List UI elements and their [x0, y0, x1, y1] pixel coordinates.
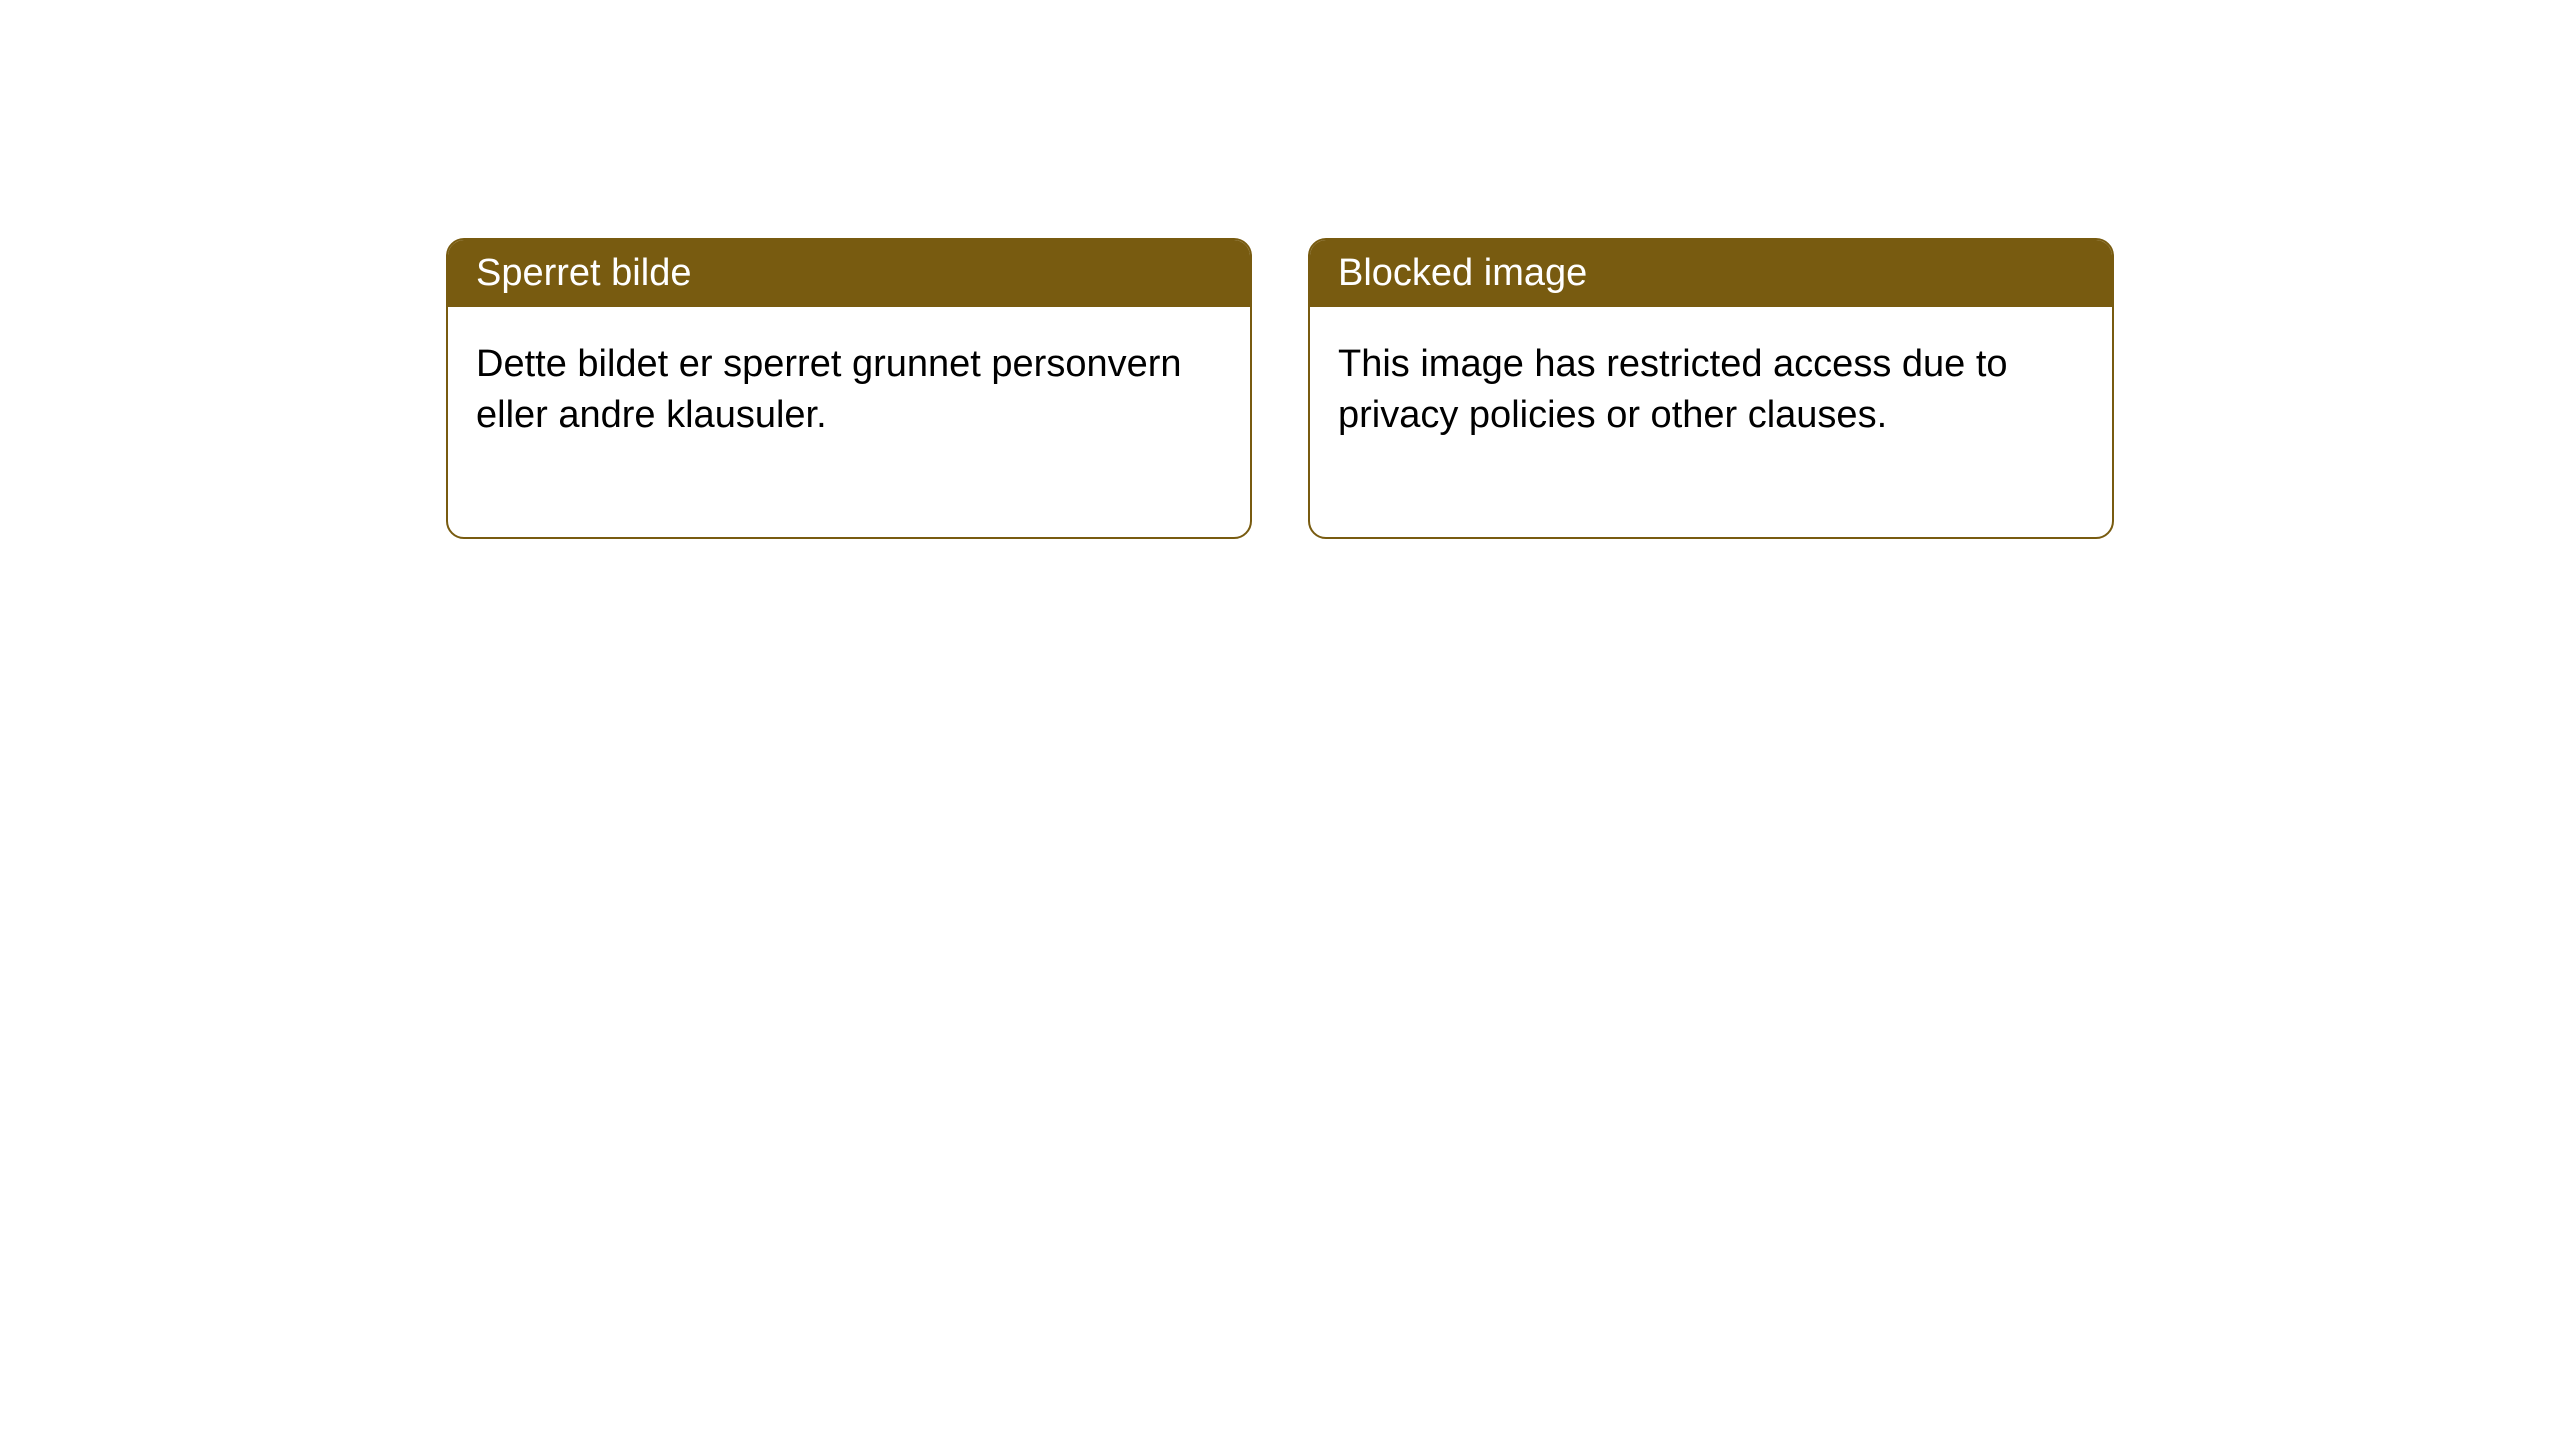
card-body: This image has restricted access due to … — [1310, 307, 2112, 537]
card-body-text: Dette bildet er sperret grunnet personve… — [476, 343, 1182, 436]
card-title: Sperret bilde — [476, 252, 691, 294]
card-body-text: This image has restricted access due to … — [1338, 343, 2008, 436]
card-header: Blocked image — [1310, 240, 2112, 307]
card-body: Dette bildet er sperret grunnet personve… — [448, 307, 1250, 537]
notice-card-norwegian: Sperret bilde Dette bildet er sperret gr… — [446, 238, 1252, 539]
notice-card-english: Blocked image This image has restricted … — [1308, 238, 2114, 539]
card-title: Blocked image — [1338, 252, 1587, 294]
notice-cards-container: Sperret bilde Dette bildet er sperret gr… — [0, 0, 2560, 539]
card-header: Sperret bilde — [448, 240, 1250, 307]
